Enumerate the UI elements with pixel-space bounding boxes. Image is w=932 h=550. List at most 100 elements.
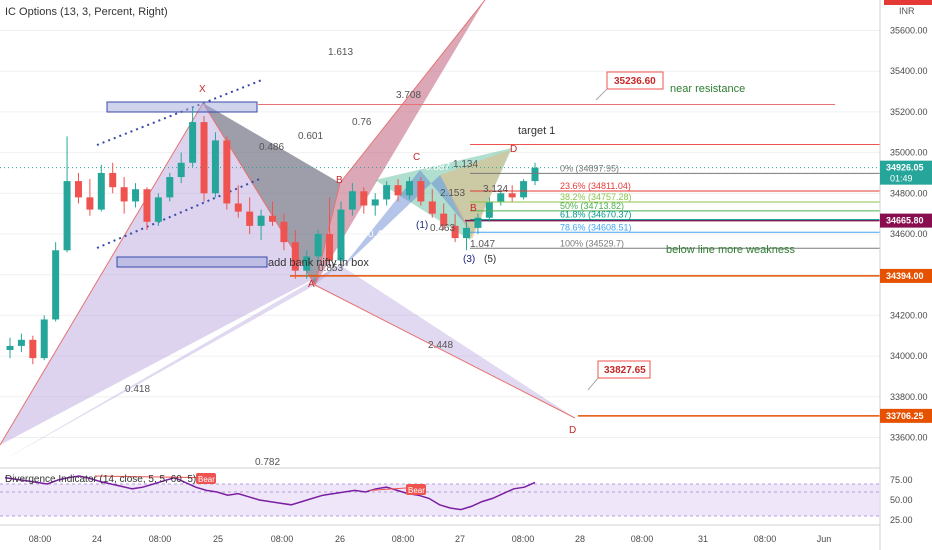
callout-pointer bbox=[595, 88, 608, 101]
harmonic-drawings bbox=[0, 0, 576, 462]
candle-body bbox=[257, 215, 265, 226]
candle-body bbox=[63, 181, 71, 251]
lower-target-value: 33827.65 bbox=[604, 365, 646, 376]
ratio-label: 1.613 bbox=[328, 47, 353, 58]
ratio-label: 0.601 bbox=[298, 131, 323, 142]
ratio-label: 2.153 bbox=[440, 188, 465, 199]
price-tick-label: 34600.00 bbox=[890, 229, 928, 239]
harmonic-outline-2 bbox=[314, 284, 576, 419]
candle-body bbox=[86, 197, 94, 210]
point-label-d: D bbox=[569, 425, 576, 436]
price-tag-value: 34926.05 bbox=[886, 163, 924, 173]
point-label-c: C bbox=[413, 152, 420, 163]
candle-body bbox=[280, 221, 288, 243]
price-tick-label: 33600.00 bbox=[890, 432, 928, 442]
target-label: target 1 bbox=[518, 125, 555, 137]
box-label: add bank nifty in box bbox=[268, 257, 369, 269]
oscillator-band bbox=[0, 484, 880, 516]
candle-body bbox=[132, 189, 140, 202]
fib-label: 50% (34713.82) bbox=[560, 201, 624, 211]
candle-body bbox=[52, 250, 60, 320]
oscillator-tick-label: 50.00 bbox=[890, 495, 913, 505]
point-label-b: B bbox=[336, 175, 343, 186]
candle-body bbox=[394, 185, 402, 196]
candle-body bbox=[17, 339, 25, 346]
harmonic-dark-fill bbox=[203, 103, 340, 285]
callout-pointer bbox=[587, 377, 599, 391]
candle-body bbox=[29, 339, 37, 359]
bear-badge bbox=[196, 473, 216, 484]
price-tag bbox=[880, 408, 932, 423]
ratio-label: 3.124 bbox=[483, 184, 508, 195]
candle-body bbox=[405, 181, 413, 196]
ratio-label: 0.486 bbox=[259, 142, 284, 153]
time-tick-label: 08:00 bbox=[512, 534, 535, 544]
candle-body bbox=[166, 177, 174, 198]
candle-body bbox=[223, 140, 231, 204]
wave-label-3: (3) bbox=[463, 254, 475, 265]
candle-body bbox=[74, 181, 82, 198]
resistance-box bbox=[106, 101, 258, 113]
bear-badge-label: Bear bbox=[408, 486, 425, 495]
oscillator-title: Divergence Indicator (14, close, 5, 5, 6… bbox=[5, 474, 196, 485]
top-price-tag bbox=[884, 0, 932, 5]
price-tag-value: 34394.00 bbox=[886, 271, 924, 281]
horizontal-levels bbox=[0, 103, 880, 417]
indicator-title: IC Options (13, 3, Percent, Right) bbox=[5, 6, 168, 18]
candle-body bbox=[428, 201, 436, 214]
support-box bbox=[116, 256, 268, 268]
candle-body bbox=[143, 189, 151, 222]
price-tick-label: 34800.00 bbox=[890, 188, 928, 198]
time-tick-label: 31 bbox=[698, 534, 708, 544]
candle-body bbox=[189, 122, 197, 163]
price-tick-label: 35000.00 bbox=[890, 148, 928, 158]
ratio-label: 0.883 bbox=[394, 248, 419, 259]
price-tag bbox=[880, 268, 932, 283]
ratio-label: 3.708 bbox=[396, 90, 421, 101]
candle-body bbox=[383, 185, 391, 200]
candle-body bbox=[120, 187, 128, 202]
time-tick-label: 24 bbox=[92, 534, 102, 544]
fib-label: 23.6% (34811.04) bbox=[560, 181, 631, 191]
divergence-oscillator-pane: Bear Bear 75.00 50.00 25.00 bbox=[0, 467, 913, 525]
point-label-a: A bbox=[308, 279, 315, 290]
fib-label: 78.6% (34608.51) bbox=[560, 222, 632, 232]
near-resistance-label: near resistance bbox=[670, 83, 745, 95]
bear-divergence-line bbox=[94, 475, 204, 479]
time-tick-label: 08:00 bbox=[271, 534, 294, 544]
price-tick-label: 34000.00 bbox=[890, 351, 928, 361]
time-axis[interactable]: 08:00 24 08:00 25 08:00 26 08:00 27 08:00 28 08:00… bbox=[0, 524, 880, 544]
fib-levels: 0% (34897.95) 23.6% (34811.04)38.2% (3475… bbox=[470, 163, 880, 249]
candle-body bbox=[451, 225, 459, 239]
time-tick-label: 08:00 bbox=[29, 534, 52, 544]
candle-body bbox=[303, 256, 311, 271]
candle-body bbox=[520, 181, 528, 198]
candle-body bbox=[97, 172, 105, 210]
candle-body bbox=[234, 203, 242, 212]
weakness-label: below line more weakness bbox=[666, 244, 796, 256]
price-tag-value: 34665.80 bbox=[886, 216, 924, 226]
point-label-d2: D bbox=[510, 144, 517, 155]
candle-body bbox=[485, 201, 493, 218]
candle-body bbox=[531, 167, 539, 182]
candle-body bbox=[326, 234, 334, 261]
candle-body bbox=[314, 234, 322, 257]
ratio-label: 2.448 bbox=[428, 340, 453, 351]
near-resistance-value: 35236.60 bbox=[614, 76, 656, 87]
time-tick-label: 08:00 bbox=[754, 534, 777, 544]
ratio-label: 0.465 bbox=[368, 229, 393, 240]
candle-body bbox=[508, 193, 516, 198]
price-tag bbox=[880, 213, 932, 228]
bear-badge-label: Bear bbox=[198, 475, 215, 484]
ratio-label: 0.853 bbox=[318, 263, 343, 274]
fib-label: 61.8% (34670.37) bbox=[560, 210, 632, 220]
candle-body bbox=[40, 319, 48, 359]
candle-body bbox=[154, 197, 162, 222]
candle-body bbox=[337, 209, 345, 261]
currency-label: INR bbox=[899, 6, 915, 16]
ratio-label: 0.76 bbox=[352, 117, 372, 128]
candle-body bbox=[200, 122, 208, 194]
candle-body bbox=[109, 172, 117, 188]
candle-body bbox=[497, 193, 505, 202]
price-axis[interactable]: 35600.00 35400.00 35200.00 35000.00 34800.00… bbox=[879, 0, 932, 550]
